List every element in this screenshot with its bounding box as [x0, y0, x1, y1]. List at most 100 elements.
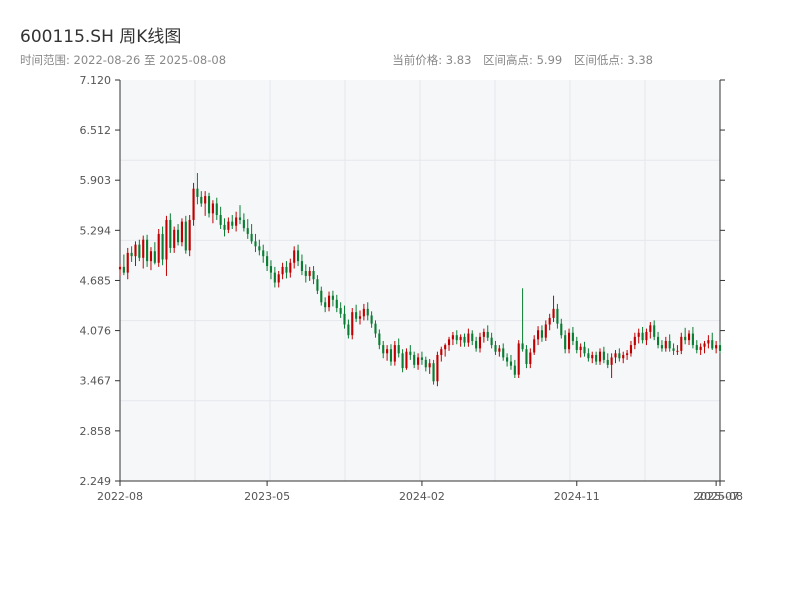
candle-body [602, 351, 605, 360]
candle-body [335, 299, 338, 309]
candle-body [676, 350, 679, 352]
candle-body [281, 266, 284, 275]
candle-body [157, 233, 160, 263]
candle-body [618, 353, 621, 359]
candle-body [451, 335, 454, 340]
candle-body [595, 354, 598, 362]
candle-body [254, 241, 257, 247]
candle-body [134, 244, 137, 257]
candle-body [227, 221, 230, 230]
candle-body [165, 219, 168, 260]
y-tick-label: 6.512 [80, 124, 112, 137]
candle-body [517, 343, 520, 375]
candle-body [122, 266, 125, 273]
candle-body [664, 340, 667, 349]
candle-body [653, 325, 656, 337]
candle-body [537, 330, 540, 340]
candle-body [715, 345, 718, 349]
candle-body [494, 345, 497, 352]
y-tick-label: 2.249 [80, 475, 112, 488]
candle-body [579, 346, 582, 351]
candle-body [401, 353, 404, 369]
y-tick-label: 4.076 [80, 325, 112, 338]
candle-body [153, 251, 156, 263]
x-tick-label: 2025-08 [697, 490, 743, 503]
candle-body [211, 203, 214, 214]
candle-body [262, 250, 265, 257]
y-tick-label: 5.903 [80, 174, 112, 187]
candle-body [637, 332, 640, 337]
candle-body [161, 233, 164, 260]
candle-body [207, 196, 211, 214]
candle-body [269, 266, 273, 273]
candle-body [583, 346, 586, 354]
candle-body [641, 332, 644, 341]
x-tick-label: 2022-08 [97, 490, 143, 503]
candle-body [548, 317, 551, 325]
candle-body [266, 256, 269, 267]
current-price-label: 当前价格: 3.83 [392, 53, 472, 67]
candle-body [304, 270, 307, 276]
candle-body [502, 348, 505, 358]
candle-body [409, 351, 412, 355]
candle-body [699, 346, 702, 351]
candle-body [490, 337, 493, 346]
range-high-label: 区间高点: 5.99 [483, 53, 563, 67]
candle-body [428, 363, 431, 368]
candle-body [389, 349, 393, 362]
candle-body [173, 229, 176, 248]
candle-body [711, 340, 714, 349]
y-tick-label: 3.467 [80, 375, 112, 388]
candle-body [231, 221, 234, 226]
candle-body [355, 312, 358, 319]
candle-body [149, 251, 153, 262]
candle-body [506, 357, 509, 362]
candle-body [378, 333, 381, 346]
candle-body [184, 221, 187, 251]
candle-body [370, 315, 373, 324]
candle-body [146, 239, 149, 262]
candle-body [242, 219, 245, 229]
candle-body [246, 228, 249, 234]
candle-body [564, 335, 567, 350]
candle-body [327, 295, 331, 308]
x-tick-label: 2024-02 [399, 490, 445, 503]
candle-body [560, 323, 563, 336]
y-tick-label: 7.120 [80, 74, 112, 87]
candle-body [544, 324, 547, 338]
candle-body [498, 348, 501, 352]
time-range-label: 时间范围: 2022-08-26 至 2025-08-08 [20, 53, 227, 67]
candle-body [351, 312, 354, 336]
candle-body [529, 352, 532, 365]
candle-body [316, 279, 319, 291]
candle-body [444, 345, 447, 350]
candle-body [687, 333, 691, 341]
candle-body [308, 270, 311, 276]
candle-body [467, 333, 470, 343]
candle-body [324, 302, 327, 308]
candle-body [424, 359, 427, 368]
candle-body [312, 270, 315, 280]
candle-body [413, 354, 416, 365]
candle-body [649, 325, 652, 332]
candle-body [180, 221, 183, 243]
candle-body [672, 348, 675, 351]
chart-title: 600115.SH 周K线图 [20, 27, 182, 47]
candle-body [188, 219, 191, 251]
candle-body [235, 217, 238, 226]
candle-body [626, 353, 629, 355]
candle-body [285, 266, 288, 273]
candle-body [684, 336, 687, 341]
candle-body [420, 357, 423, 360]
candle-body [436, 354, 439, 382]
candle-body [417, 357, 420, 365]
candle-body [366, 308, 369, 316]
y-tick-label: 5.294 [80, 224, 112, 237]
candle-body [571, 332, 574, 341]
candle-body [126, 252, 129, 273]
candle-body [471, 333, 474, 341]
candle-body [347, 324, 350, 336]
candle-body [169, 219, 172, 248]
candle-body [703, 343, 706, 347]
